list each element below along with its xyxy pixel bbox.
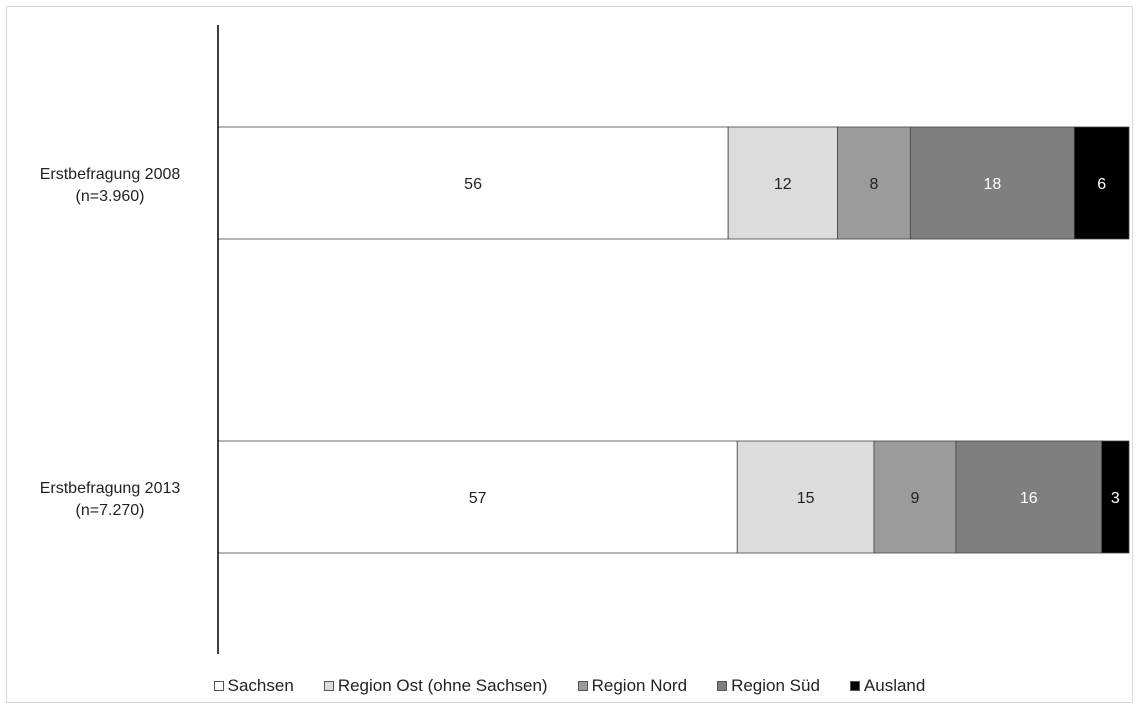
legend-label-1: Sachsen (227, 676, 294, 695)
bar-2-series-5 (1101, 440, 1130, 554)
legend-label-4: Region Süd (731, 676, 820, 695)
category-labels: Erstbefragung 2008 (n=3.960) Erstbefragung… (40, 166, 181, 519)
legend-swatch-5 (849, 681, 860, 691)
data-label-1-series-4: 18 (983, 176, 1001, 193)
legend-item-1: Sachsen (213, 676, 294, 696)
legend-item-4: Region Süd (717, 676, 820, 696)
data-label-1-series-3: 8 (869, 176, 878, 193)
bar-2-series-1 (217, 440, 738, 554)
legend-swatch-1 (213, 681, 224, 691)
data-label-2-series-1: 57 (469, 490, 487, 507)
data-label-1-series-1: 56 (464, 176, 482, 193)
legend-label-5: Ausland (863, 676, 926, 695)
category-sublabel-2: (n=7.270) (76, 502, 145, 519)
legend-swatch-2 (323, 681, 334, 691)
legend: Sachsen Region Ost (ohne Sachsen) Region N… (0, 674, 1139, 698)
legend-label-2: Region Ost (ohne Sachsen) (337, 676, 548, 695)
category-label-2: Erstbefragung 2013 (40, 480, 181, 497)
bar-1-series-1 (217, 126, 729, 240)
legend-swatch-3 (577, 681, 588, 691)
data-label-2-series-4: 16 (1020, 490, 1038, 507)
bars-layer: 56 12 8 18 6 57 15 9 16 3 (217, 126, 1130, 554)
data-label-2-series-2: 15 (797, 490, 815, 507)
legend-label-3: Region Nord (591, 676, 688, 695)
legend-item-5: Ausland (849, 676, 926, 696)
data-label-1-series-2: 12 (774, 176, 792, 193)
data-label-2-series-5: 3 (1111, 490, 1120, 507)
bar-1-series-3 (837, 126, 911, 240)
bar-1-series-2 (727, 126, 838, 240)
data-label-2-series-3: 9 (910, 490, 919, 507)
bar-2-series-4 (955, 440, 1103, 554)
legend-item-3: Region Nord (577, 676, 688, 696)
category-label-1: Erstbefragung 2008 (40, 166, 181, 183)
chart-frame (6, 6, 1133, 703)
bar-2-series-3 (873, 440, 957, 554)
data-label-1-series-5: 6 (1097, 176, 1106, 193)
bar-1-series-5 (1073, 126, 1130, 240)
legend-item-2: Region Ost (ohne Sachsen) (323, 676, 548, 696)
bar-1-series-4 (909, 126, 1075, 240)
legend-swatch-4 (717, 681, 728, 691)
category-sublabel-1: (n=3.960) (76, 188, 145, 205)
bar-2-series-2 (736, 440, 875, 554)
